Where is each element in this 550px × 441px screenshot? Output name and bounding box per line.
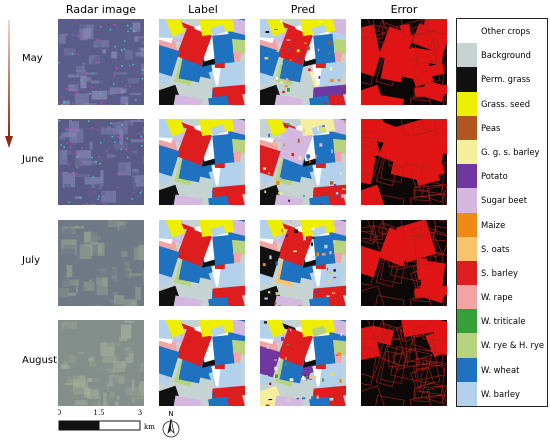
column-header-pred: Pred	[290, 3, 316, 16]
legend-label: W. rye & H. rye	[481, 340, 545, 351]
radar-image-panel-graphic	[58, 119, 144, 205]
error-map-panel	[361, 19, 447, 105]
legend-item: Other crops	[457, 19, 547, 44]
north-arrow-icon: N	[162, 410, 180, 438]
prediction-map-panel-graphic	[260, 320, 346, 406]
radar-image-panel	[58, 320, 144, 406]
label-map-panel-graphic	[159, 19, 245, 105]
error-map-panel-graphic	[361, 220, 447, 306]
prediction-map-panel-graphic	[260, 119, 346, 205]
legend-label: Perm. grass	[481, 74, 531, 85]
prediction-map-panel	[260, 19, 346, 105]
legend-label: W. triticale	[481, 316, 526, 327]
radar-image-panel	[58, 119, 144, 205]
legend-label: W. rape	[481, 292, 513, 303]
error-map-panel-graphic	[361, 320, 447, 406]
label-map-panel	[159, 119, 245, 205]
legend-item: S. oats	[457, 236, 547, 261]
legend-label: Sugar beet	[481, 195, 528, 206]
prediction-map-panel	[260, 119, 346, 205]
legend-item: Maize	[457, 212, 547, 237]
prediction-map-panel	[260, 220, 346, 306]
column-header-radar: Radar image	[65, 3, 137, 16]
legend-swatch	[457, 309, 477, 334]
legend-item: Grass. seed	[457, 91, 547, 116]
legend-label: Other crops	[481, 26, 531, 36]
legend-item: Perm. grass	[457, 67, 547, 92]
legend-swatch	[457, 357, 477, 382]
scale-tick-0: 0	[58, 409, 61, 417]
scale-bar: 0 1.5 3 km	[58, 409, 155, 431]
label-map-panel	[159, 320, 245, 406]
legend-swatch	[457, 285, 477, 310]
error-map-panel	[361, 220, 447, 306]
legend-item: W. triticale	[457, 309, 547, 334]
legend-swatch	[457, 212, 477, 237]
scale-tick-1: 1.5	[93, 409, 104, 417]
legend-label: Maize	[481, 219, 506, 230]
legend-item: W. rape	[457, 285, 547, 310]
label-map-panel	[159, 19, 245, 105]
label-map-panel-graphic	[159, 320, 245, 406]
error-map-panel-graphic	[361, 19, 447, 105]
legend-label: Background	[481, 50, 531, 61]
legend-swatch	[457, 236, 477, 261]
legend-item: W. barley	[457, 381, 547, 406]
legend-item: G. g. s. barley	[457, 139, 547, 165]
legend-swatch	[457, 91, 477, 116]
legend-item: Potato	[457, 164, 547, 189]
legend-item: W. rye & H. rye	[457, 333, 547, 358]
legend-label: Peas	[481, 122, 501, 133]
radar-image-panel-graphic	[58, 320, 144, 406]
legend-item: Peas	[457, 115, 547, 140]
legend-swatch	[457, 333, 477, 358]
prediction-map-panel-graphic	[260, 220, 346, 306]
north-label: N	[168, 410, 173, 418]
scale-unit: km	[144, 423, 155, 431]
legend-label: Grass. seed	[481, 98, 531, 109]
legend-swatch	[457, 115, 477, 140]
radar-image-panel-graphic	[58, 220, 144, 306]
legend-swatch	[457, 164, 477, 189]
legend-label: G. g. s. barley	[481, 146, 540, 157]
legend-swatch	[457, 139, 477, 165]
label-map-panel-graphic	[159, 119, 245, 205]
legend-label: S. barley	[481, 267, 518, 278]
error-map-panel-graphic	[361, 119, 447, 205]
label-map-panel	[159, 220, 245, 306]
legend-swatch	[457, 43, 477, 68]
legend-item: S. barley	[457, 260, 547, 286]
legend-swatch	[457, 188, 477, 213]
error-map-panel	[361, 119, 447, 205]
column-header-label: Label	[188, 3, 218, 16]
legend-item: Background	[457, 43, 547, 68]
prediction-map-panel-graphic	[260, 19, 346, 105]
radar-image-panel-graphic	[58, 19, 144, 105]
class-legend: Other crops Background Perm. grass Grass. s…	[456, 18, 548, 407]
legend-swatch	[457, 19, 477, 44]
legend-label: W. barley	[481, 388, 520, 399]
legend-item: W. wheat	[457, 357, 547, 382]
legend-swatch	[457, 67, 477, 92]
prediction-map-panel	[260, 320, 346, 406]
scale-tick-2: 3	[138, 409, 142, 417]
legend-label: Potato	[481, 171, 508, 182]
legend-swatch	[457, 381, 477, 406]
legend-label: S. oats	[481, 243, 510, 254]
row-label-may: May	[22, 53, 43, 64]
legend-swatch	[457, 260, 477, 286]
error-map-panel	[361, 320, 447, 406]
column-header-error: Error	[390, 3, 418, 16]
legend-label: W. wheat	[481, 364, 520, 375]
radar-image-panel	[58, 220, 144, 306]
time-arrow	[5, 20, 13, 148]
row-label-july: July	[22, 255, 40, 266]
radar-image-panel	[58, 19, 144, 105]
label-map-panel-graphic	[159, 220, 245, 306]
row-label-august: August	[22, 355, 57, 366]
row-label-june: June	[22, 154, 44, 165]
legend-item: Sugar beet	[457, 188, 547, 213]
